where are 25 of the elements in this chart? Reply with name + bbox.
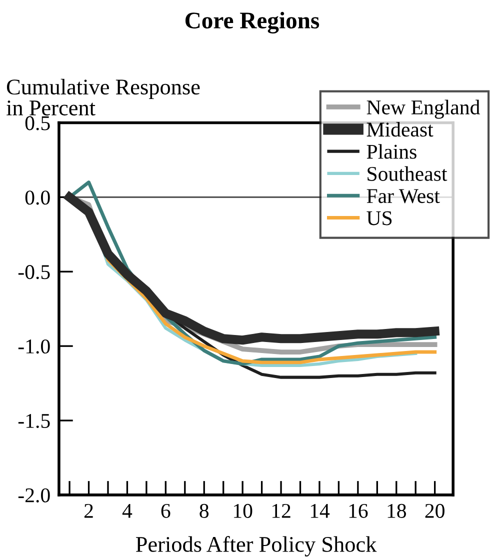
y-axis-title: Cumulative Response in Percent bbox=[6, 78, 200, 116]
y-tick-label: 0.0 bbox=[25, 190, 50, 205]
x-tick-label: 20 bbox=[425, 504, 444, 518]
x-tick-label: 14 bbox=[310, 504, 330, 518]
x-tick-label: 12 bbox=[272, 504, 290, 518]
x-tick-label: 6 bbox=[161, 504, 170, 518]
x-tick-label: 16 bbox=[349, 504, 368, 518]
x-tick-label: 8 bbox=[200, 504, 209, 518]
legend-label: New England bbox=[366, 100, 480, 119]
legend-label: US bbox=[366, 211, 392, 226]
legend-label: Plains bbox=[366, 144, 416, 159]
y-tick-label: -1.5 bbox=[18, 414, 50, 428]
chart-title: Core Regions bbox=[185, 12, 320, 34]
x-tick-label: 18 bbox=[388, 504, 406, 518]
y-tick-label: -0.5 bbox=[18, 265, 50, 280]
x-tick-label: 2 bbox=[84, 504, 93, 518]
y-tick-label: -1.0 bbox=[18, 339, 50, 354]
y-tick-label: -2.0 bbox=[18, 488, 50, 502]
y-tick-label: 0.5 bbox=[25, 116, 50, 130]
x-axis-title: Periods After Policy Shock bbox=[136, 536, 377, 556]
x-tick-label: 4 bbox=[122, 504, 132, 518]
x-tick-label: 10 bbox=[234, 504, 252, 518]
legend-label: Far West bbox=[366, 189, 440, 204]
legend-label: Mideast bbox=[366, 122, 434, 137]
legend-label: Southeast bbox=[368, 166, 448, 181]
